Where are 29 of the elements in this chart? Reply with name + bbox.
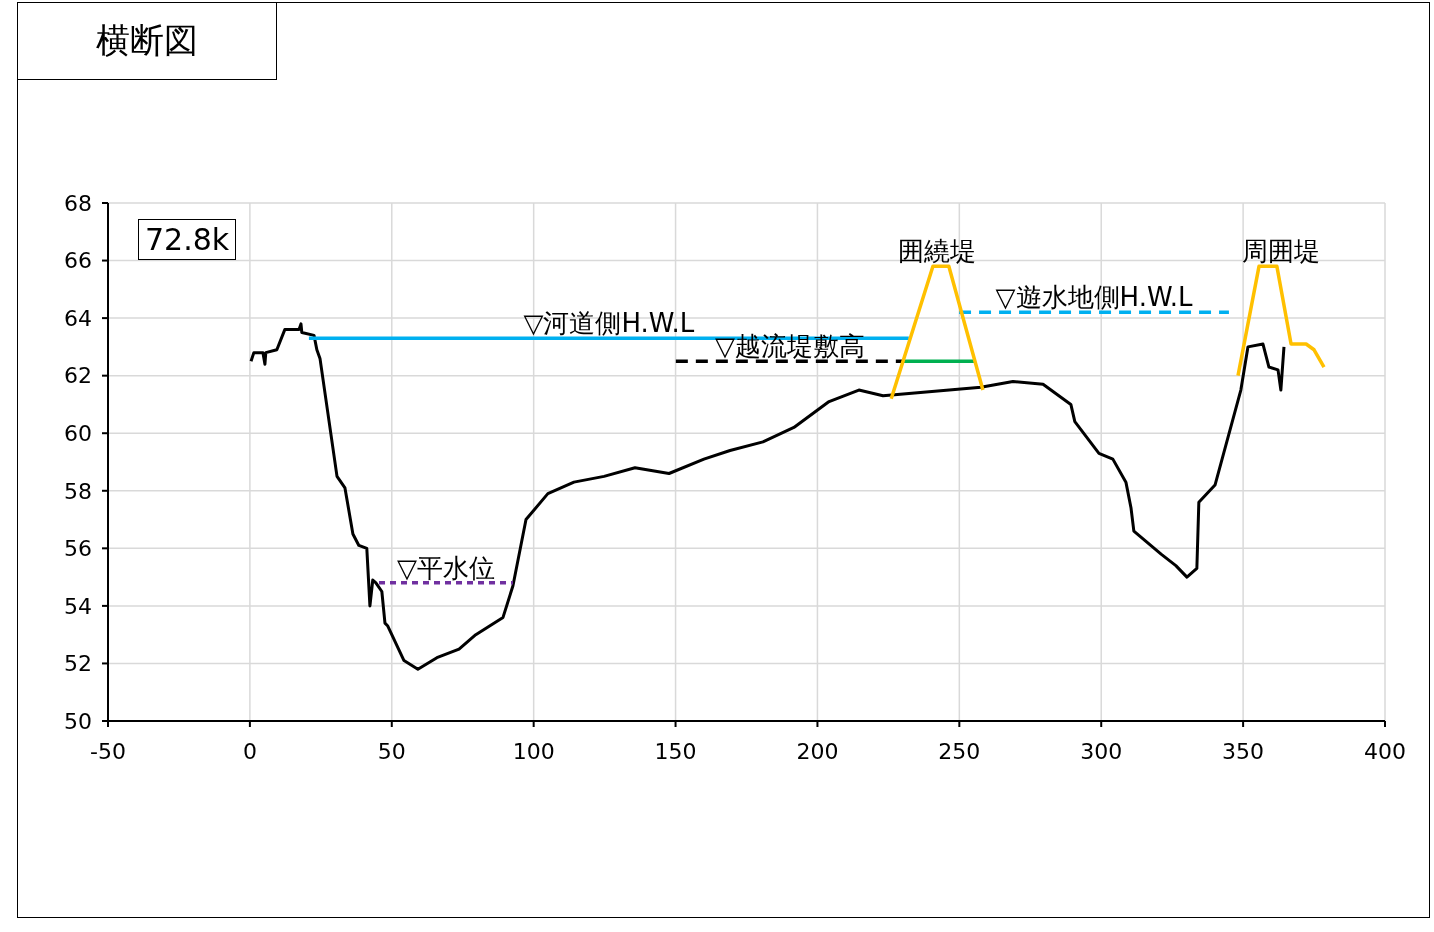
- y-tick-label: 68: [64, 190, 92, 216]
- x-tick-label: 400: [1364, 738, 1406, 764]
- series-label: ▽越流堤敷高: [714, 331, 865, 362]
- y-tick-label: 62: [64, 363, 92, 389]
- y-tick-label: 50: [64, 708, 92, 734]
- y-tick-label: 60: [64, 421, 92, 447]
- y-tick-label: 54: [64, 593, 92, 619]
- y-tick-label: 52: [64, 651, 92, 677]
- x-tick-label: 300: [1080, 738, 1123, 764]
- y-tick-label: 56: [64, 536, 92, 562]
- x-tick-label: 50: [377, 738, 406, 764]
- x-tick-label: 100: [512, 738, 555, 764]
- x-tick-label: 200: [796, 738, 839, 764]
- chart-title: 横断図: [96, 19, 198, 62]
- annotation: 72.8k: [145, 222, 230, 257]
- y-tick-label: 64: [64, 305, 92, 331]
- y-tick-label: 66: [64, 248, 92, 274]
- x-tick-label: 250: [938, 738, 981, 764]
- x-tick-label: 350: [1222, 738, 1265, 764]
- series-label: ▽遊水地側H.W.L: [995, 282, 1193, 313]
- x-tick-label: 0: [242, 738, 257, 764]
- x-tick-label: -50: [90, 738, 126, 764]
- series-label: ▽河道側H.W.L: [523, 308, 695, 339]
- series-label: 囲繞堤: [898, 236, 977, 267]
- series-label: 周囲堤: [1242, 236, 1320, 267]
- x-tick-label: 150: [654, 738, 697, 764]
- y-tick-label: 58: [64, 478, 92, 504]
- line-series: [1236, 264, 1326, 378]
- series-label: ▽平水位: [396, 552, 495, 583]
